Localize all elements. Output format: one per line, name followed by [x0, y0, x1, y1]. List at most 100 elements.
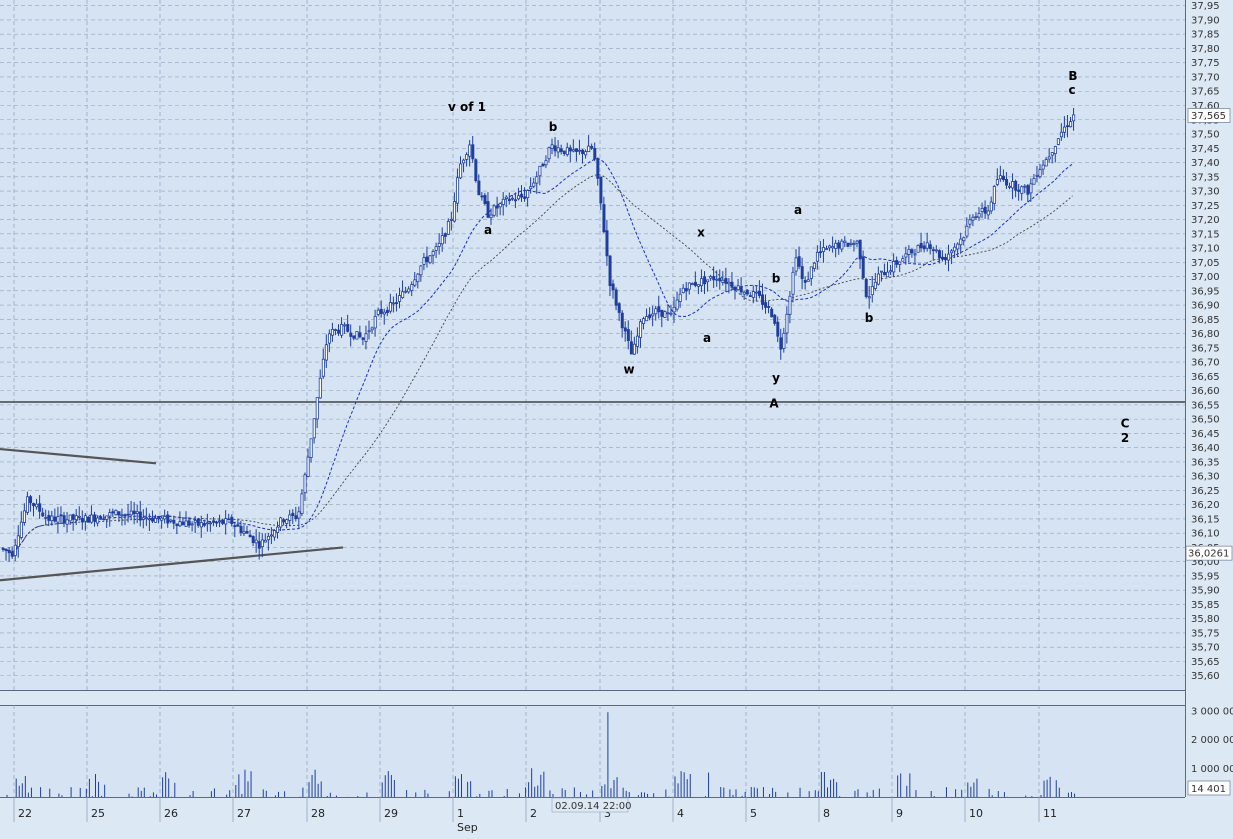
candle-body [25, 496, 29, 513]
candle-body [364, 333, 368, 342]
candle [770, 307, 774, 318]
candle [431, 249, 435, 265]
candle [941, 250, 945, 262]
candle [132, 502, 136, 525]
candle-body [221, 519, 225, 524]
candle [1063, 116, 1067, 139]
candle [889, 264, 893, 275]
candle-body [343, 324, 347, 327]
candle [47, 510, 51, 527]
candle [840, 238, 844, 253]
candle [956, 242, 960, 257]
candle [767, 301, 771, 314]
candle-body [971, 216, 975, 221]
candle [282, 517, 286, 526]
candle-body [837, 242, 841, 249]
candle-body [1020, 186, 1024, 194]
candle-body [291, 512, 295, 517]
candle-body [736, 285, 740, 291]
candle-body [269, 534, 273, 537]
candle [712, 266, 716, 288]
candle [907, 245, 911, 263]
candle-body [562, 150, 566, 155]
candle [480, 191, 484, 201]
candle-body [62, 515, 66, 524]
candle-body [288, 514, 292, 521]
candle-body [367, 330, 371, 333]
candle [602, 196, 606, 234]
candle [822, 239, 826, 263]
grid-lines [0, 0, 1185, 798]
candle [285, 518, 289, 529]
candle-body [260, 539, 264, 548]
candle-body [794, 257, 798, 272]
candle [565, 142, 569, 157]
candle-body [117, 511, 121, 516]
candle-body [10, 551, 14, 557]
candle-body [215, 521, 219, 524]
candle-body [318, 377, 322, 399]
candle-body [489, 214, 493, 219]
candle [858, 239, 862, 269]
candle-body [718, 277, 722, 282]
x-label-3: 3 [604, 807, 611, 820]
candle-body [547, 147, 551, 160]
candle-body [843, 240, 847, 243]
candle [141, 509, 145, 529]
candle-body [47, 515, 51, 521]
wave-label-4: a [703, 331, 711, 345]
candle-body [355, 331, 359, 340]
candle-body [565, 147, 569, 155]
candle-body [788, 295, 792, 315]
volume-axis: 3 000 00 2 000 00 1 000 00 14 401 [1187, 706, 1233, 796]
candle-body [742, 291, 746, 295]
candle [1014, 179, 1018, 198]
candle-body [230, 516, 234, 525]
candle [876, 266, 880, 286]
candle [175, 523, 179, 535]
candle [346, 314, 350, 333]
candle [468, 140, 472, 167]
candle [309, 438, 313, 463]
x-label-1: 1 [457, 807, 464, 820]
candle [129, 500, 133, 520]
candle [452, 192, 456, 223]
candle [934, 245, 938, 254]
candle [758, 280, 762, 299]
candle-body [437, 242, 441, 247]
candle [593, 142, 597, 162]
candle-body [385, 309, 389, 313]
wave-labels: v of 1 a b w a x b yAa b Bc C2 [448, 69, 1130, 445]
candle [318, 369, 322, 399]
candle-body [1056, 138, 1060, 145]
candle-body [346, 323, 350, 332]
candle-body [1063, 126, 1067, 133]
price-tick-31: 36,40 [1191, 443, 1220, 454]
candle [947, 244, 951, 272]
candle [102, 514, 106, 521]
price-tick-26: 36,65 [1191, 372, 1220, 383]
x-label-9: 9 [896, 807, 903, 820]
candle [571, 139, 575, 153]
candle-body [486, 201, 490, 218]
candle-body [1026, 185, 1030, 195]
candle-body [111, 511, 115, 514]
candle-body [965, 225, 969, 237]
candle [736, 279, 740, 291]
candle [269, 527, 273, 545]
candle-body [273, 530, 277, 538]
candle-body [758, 290, 762, 296]
candle [730, 272, 734, 291]
candle [886, 261, 890, 278]
x-label-28: 28 [311, 807, 325, 820]
candle-body [93, 514, 97, 522]
candle-body [1072, 114, 1076, 122]
candle-body [276, 526, 280, 533]
candle-body [373, 315, 377, 329]
candle-body [239, 525, 243, 533]
candle [550, 138, 554, 155]
price-tick-1: 37,90 [1191, 15, 1220, 26]
candle [373, 309, 377, 337]
candle-body [248, 534, 252, 538]
